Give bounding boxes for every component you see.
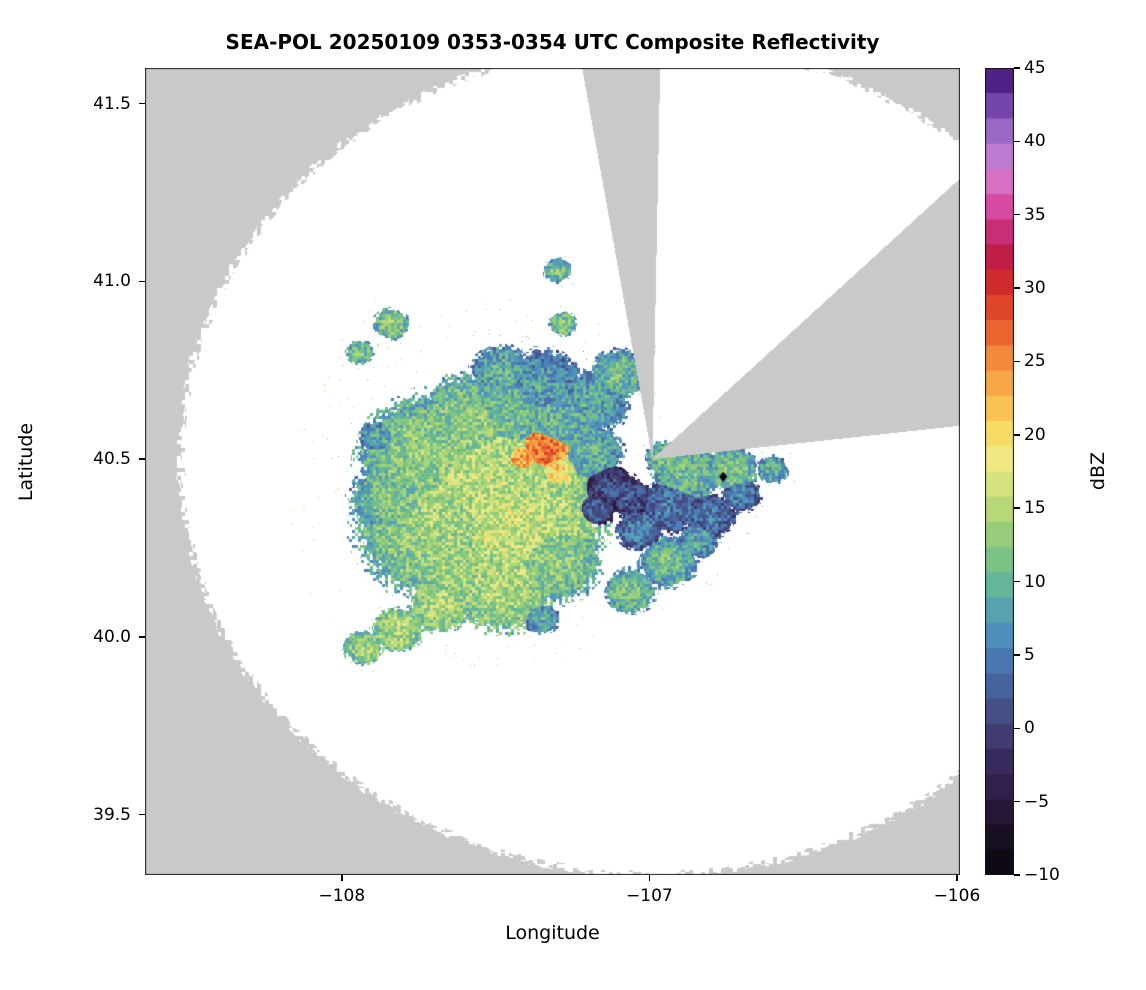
colorbar-tick-label: 45	[1024, 58, 1046, 78]
colorbar-tick-mark	[1014, 800, 1020, 803]
colorbar-tick-label: 5	[1024, 644, 1035, 665]
colorbar-tick-label: 25	[1024, 351, 1046, 372]
y-tick-label: 40.0	[93, 626, 131, 647]
colorbar-tick-label: −10	[1024, 865, 1060, 885]
colorbar-canvas	[985, 68, 1014, 875]
colorbar-tick-label: 30	[1024, 278, 1046, 299]
colorbar-tick-label: 15	[1024, 498, 1046, 519]
y-tick-label: 41.5	[93, 93, 131, 114]
x-tick-label: −107	[626, 886, 673, 906]
colorbar-tick-label: 0	[1024, 718, 1035, 739]
colorbar-tick-mark	[1014, 67, 1020, 69]
y-tick-label: 39.5	[93, 804, 131, 825]
colorbar-tick-label: 35	[1024, 204, 1046, 225]
chart-title: SEA-POL 20250109 0353-0354 UTC Composite…	[225, 30, 880, 54]
y-tick-mark	[139, 280, 145, 283]
colorbar-tick-mark	[1014, 507, 1020, 509]
x-tick-mark	[341, 875, 343, 881]
y-tick-label: 41.0	[93, 271, 131, 292]
y-axis-label: Latitude	[15, 422, 37, 502]
colorbar-tick-mark	[1014, 287, 1020, 289]
radar-plot-canvas	[145, 68, 960, 875]
x-tick-mark	[648, 875, 651, 881]
colorbar-tick-mark	[1014, 727, 1020, 730]
y-tick-mark	[139, 636, 145, 638]
colorbar-tick-mark	[1014, 580, 1020, 583]
colorbar-tick-mark	[1014, 140, 1020, 143]
colorbar-tick-label: 10	[1024, 571, 1046, 592]
colorbar-tick-mark	[1014, 360, 1020, 363]
y-tick-mark	[139, 813, 145, 816]
x-axis-label: Longitude	[505, 922, 600, 944]
colorbar-tick-label: −5	[1024, 791, 1050, 812]
colorbar-tick-mark	[1014, 434, 1020, 436]
x-tick-mark	[956, 875, 958, 881]
colorbar-label: dBZ	[1087, 451, 1109, 491]
y-tick-mark	[139, 102, 145, 105]
x-tick-label: −106	[933, 886, 981, 906]
colorbar-tick-label: 20	[1024, 424, 1046, 445]
colorbar-tick-mark	[1014, 654, 1020, 656]
colorbar-tick-mark	[1014, 213, 1020, 216]
colorbar-tick-label: 40	[1024, 131, 1046, 152]
y-tick-mark	[139, 458, 145, 460]
colorbar-tick-mark	[1014, 874, 1020, 876]
x-tick-label: −108	[318, 886, 366, 906]
y-tick-label: 40.5	[93, 449, 131, 470]
